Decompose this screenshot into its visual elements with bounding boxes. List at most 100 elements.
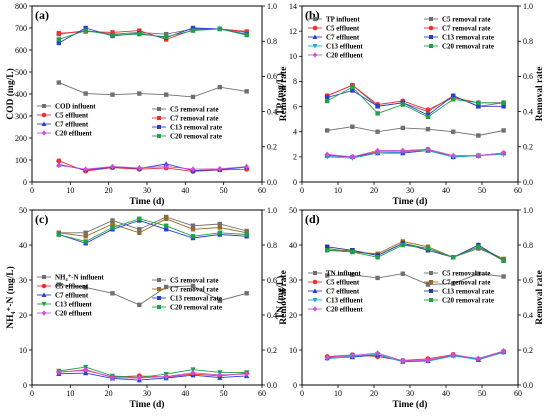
series-line xyxy=(58,220,247,244)
x-tick-label: 30 xyxy=(143,186,151,195)
legend-label: NH₄⁺-N influent xyxy=(55,274,104,282)
legend-marker xyxy=(312,25,318,31)
y2-tick-label: 0.6 xyxy=(267,276,277,285)
series-line xyxy=(327,90,504,116)
x-tick-label: 60 xyxy=(258,389,266,398)
legend-label: COD influent xyxy=(55,103,96,111)
y2-axis-label: Removal rate xyxy=(279,270,289,325)
data-point xyxy=(110,218,115,223)
data-point xyxy=(451,281,456,286)
data-point xyxy=(56,232,62,237)
data-point xyxy=(244,29,249,34)
y-tick-label: 2 xyxy=(293,153,297,162)
y-tick-label: 6 xyxy=(293,102,297,111)
data-point xyxy=(163,34,169,39)
data-point xyxy=(324,151,330,158)
data-point xyxy=(325,244,330,249)
data-point xyxy=(56,158,62,164)
series-c20-effluent xyxy=(324,348,506,364)
legend-marker xyxy=(157,305,161,309)
chart-panel: 0 10 20 30 40 50 60 0 2 4 6 8 10 12 14 0.0 0.2 0.4 0.6 0.8 1… xyxy=(275,2,545,207)
data-point xyxy=(137,216,142,221)
x-tick-label: 20 xyxy=(105,186,113,195)
data-point xyxy=(476,100,481,105)
data-point xyxy=(425,127,431,132)
data-point xyxy=(450,152,456,159)
data-point xyxy=(163,227,169,232)
legend-label: C20 effluent xyxy=(326,52,363,60)
y-tick-label: 0 xyxy=(23,381,27,390)
chart-panel: 0 10 20 30 40 50 60 0 10 20 30 40 50 0.0 0.2 0.4 0.6 0.8 1… xyxy=(5,206,289,410)
data-point xyxy=(83,230,88,235)
legend-marker xyxy=(312,279,318,285)
legend-marker xyxy=(429,35,433,39)
x-tick-label: 60 xyxy=(514,186,522,195)
y-tick-label: 300 xyxy=(15,112,27,121)
data-point xyxy=(163,31,169,37)
series-c20-removal-rate xyxy=(325,242,506,263)
y-tick-label: 800 xyxy=(15,2,27,11)
legend-marker xyxy=(41,121,47,126)
data-point xyxy=(375,255,380,260)
y2-tick-label: 0.4 xyxy=(523,311,533,320)
legend-label: C13 effluent xyxy=(55,301,92,309)
series-line xyxy=(327,351,504,363)
y2-tick-label: 0.0 xyxy=(267,178,277,187)
data-point xyxy=(110,291,115,296)
data-point xyxy=(375,111,380,116)
legend-label: C5 effluent xyxy=(326,25,360,33)
data-point xyxy=(350,153,355,160)
data-point xyxy=(217,371,223,378)
series-c20-effluent xyxy=(324,146,506,160)
data-point xyxy=(190,234,196,239)
data-point xyxy=(350,88,355,93)
x-tick-label: 10 xyxy=(66,186,74,195)
data-point xyxy=(137,91,142,96)
x-tick-label: 10 xyxy=(66,389,74,398)
series-line xyxy=(327,350,504,362)
data-point xyxy=(375,104,380,109)
data-point xyxy=(56,162,62,169)
data-point xyxy=(425,114,431,120)
y-tick-label: 20 xyxy=(289,311,297,320)
legend-label: C13 removal rate xyxy=(170,295,222,303)
chart-panel: 0 10 20 30 40 50 6001002003004005006007008000.… xyxy=(5,2,289,207)
y2-tick-label: 0.6 xyxy=(267,72,277,81)
data-point xyxy=(244,291,249,296)
legend-label: C13 removal rate xyxy=(170,124,222,132)
data-point xyxy=(190,166,196,173)
y2-tick-label: 0.8 xyxy=(523,37,533,46)
legend-label: C5 removal rate xyxy=(170,277,218,285)
data-point xyxy=(244,371,250,378)
legend-label: C5 effluent xyxy=(55,283,89,291)
x-tick-label: 0 xyxy=(30,186,34,195)
data-point xyxy=(83,166,89,173)
legend-marker xyxy=(312,288,318,293)
data-point xyxy=(110,163,115,170)
data-point xyxy=(217,230,223,235)
legend-label: C7 effluent xyxy=(55,292,89,300)
y2-tick-label: 0.8 xyxy=(267,241,277,250)
data-point xyxy=(501,100,506,105)
data-point xyxy=(400,242,405,248)
x-tick-label: 30 xyxy=(406,186,414,195)
data-point xyxy=(400,271,405,276)
data-point xyxy=(217,298,223,303)
legend-marker xyxy=(313,17,317,21)
data-point xyxy=(83,239,88,244)
legend-label: C20 effluent xyxy=(55,130,92,138)
y-tick-label: 100 xyxy=(15,156,27,165)
series-line xyxy=(58,218,247,242)
legend-marker xyxy=(312,298,318,303)
legend-marker xyxy=(157,296,161,300)
data-point xyxy=(163,284,169,290)
data-point xyxy=(217,26,223,32)
y2-tick-label: 0.2 xyxy=(267,143,277,152)
series-c20-removal-rate xyxy=(325,84,506,120)
y-axis-label: TP (mg/L) xyxy=(275,73,286,115)
y2-tick-label: 0.8 xyxy=(523,241,533,250)
legend-marker xyxy=(157,116,161,120)
legend-label: C5 removal rate xyxy=(442,16,490,24)
